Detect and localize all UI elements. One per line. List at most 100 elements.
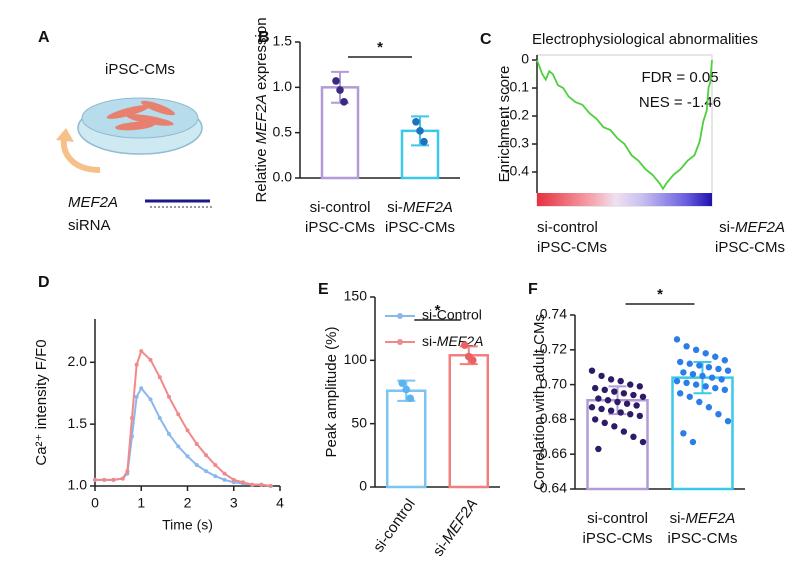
data-point [607, 407, 615, 414]
data-point [639, 393, 647, 400]
rank-strip [537, 193, 712, 206]
cells [106, 100, 175, 131]
series-marker [185, 454, 190, 459]
legend-label: si-MEF2A [422, 333, 483, 349]
y-tick-label: 0.0 [273, 169, 293, 185]
data-point [676, 390, 684, 397]
data-point [639, 438, 647, 446]
text-part: MEF2A [253, 94, 270, 144]
data-point [692, 381, 700, 388]
y-tick-label: 0.5 [273, 123, 293, 139]
text-part: si- [387, 199, 403, 216]
x-tick-label: si-MEF2A [670, 510, 736, 527]
data-point [702, 350, 709, 357]
data-point [591, 416, 599, 423]
y-tick-label: 0.66 [540, 445, 567, 461]
data-point [636, 383, 644, 390]
text-part: si- [422, 333, 437, 349]
significance: * [435, 302, 441, 319]
chart-title: Electrophysiological abnormalities [532, 31, 758, 48]
data-point [336, 86, 344, 94]
reagent: siRNA [68, 217, 111, 234]
data-point [598, 405, 605, 413]
data-point [591, 384, 599, 392]
panel-letter: A [38, 29, 50, 46]
data-point [588, 367, 596, 374]
x-tick-label: iPSC-CMs [668, 530, 738, 547]
series-marker [241, 480, 245, 485]
series-marker [222, 477, 227, 482]
series-marker [148, 397, 153, 402]
series-marker [222, 471, 227, 476]
series-marker [213, 474, 218, 479]
series-marker [148, 357, 153, 362]
series-line [95, 386, 271, 487]
series-marker [259, 482, 264, 487]
panel-letter: F [528, 281, 538, 298]
y-tick-label: 0.70 [540, 375, 567, 391]
gene: MEF2A [68, 194, 118, 211]
x-tick-label: si-control [310, 199, 371, 216]
x-tick-label: 0 [91, 495, 99, 511]
y-tick-label: 0.68 [540, 410, 567, 426]
text-part: MEF2A [437, 333, 484, 349]
data-point [595, 445, 602, 453]
y-tick-label: 0.72 [540, 341, 567, 357]
series-marker [134, 394, 139, 399]
data-point [686, 360, 693, 367]
text-part: MEF2A [403, 199, 453, 216]
data-point [332, 77, 340, 85]
data-point [412, 117, 420, 126]
series-marker [176, 444, 181, 449]
data-point [696, 398, 703, 406]
y-axis-label: Relative MEF2A expression [253, 17, 270, 202]
data-point [712, 353, 719, 360]
data-point [712, 384, 719, 392]
data-point [340, 98, 348, 106]
data-point [683, 343, 690, 350]
data-point [595, 395, 602, 402]
data-point [705, 364, 713, 371]
data-point [460, 341, 469, 349]
legend-label: si-Control [422, 307, 482, 323]
y-axis-label: Ca²⁺ intensity F/F0 [33, 339, 50, 465]
x-tick-label: iPSC-CMs [385, 219, 455, 236]
y-axis-label: Peak amplitude (%) [323, 327, 340, 458]
series-marker [167, 394, 171, 399]
x-tick-label: 3 [230, 495, 238, 511]
series-marker [120, 476, 125, 481]
data-point [604, 397, 612, 404]
data-point [696, 362, 703, 369]
significance: * [377, 39, 383, 56]
series-marker [185, 428, 190, 433]
panel-letter: B [258, 29, 270, 46]
data-point [398, 379, 407, 387]
series-marker [204, 453, 208, 458]
bar [386, 389, 427, 489]
data-point [636, 412, 644, 420]
data-point [630, 433, 637, 440]
panel-letter: D [38, 274, 50, 291]
series-marker [194, 441, 199, 446]
series-marker [231, 477, 236, 482]
data-point [406, 394, 415, 403]
group-label: si-MEF2A [719, 219, 785, 236]
series-marker [176, 412, 181, 417]
data-point [614, 398, 621, 406]
y-tick-label: 0.64 [540, 480, 567, 496]
data-point [715, 410, 722, 418]
data-point [468, 356, 477, 365]
text-part: MEF2A [735, 219, 785, 236]
arrow-head [56, 128, 74, 142]
series-marker [204, 469, 208, 474]
series-marker [139, 349, 144, 354]
text-part: MEF2A [439, 496, 482, 547]
y-axis-label: Correlation with adult CMs [531, 314, 548, 490]
data-point [708, 374, 716, 381]
y-tick-label: -0.4 [505, 163, 529, 179]
y-tick-label: -0.2 [505, 107, 529, 123]
data-point [617, 377, 624, 385]
data-point [702, 383, 709, 390]
y-tick-label: 1.0 [273, 78, 293, 94]
